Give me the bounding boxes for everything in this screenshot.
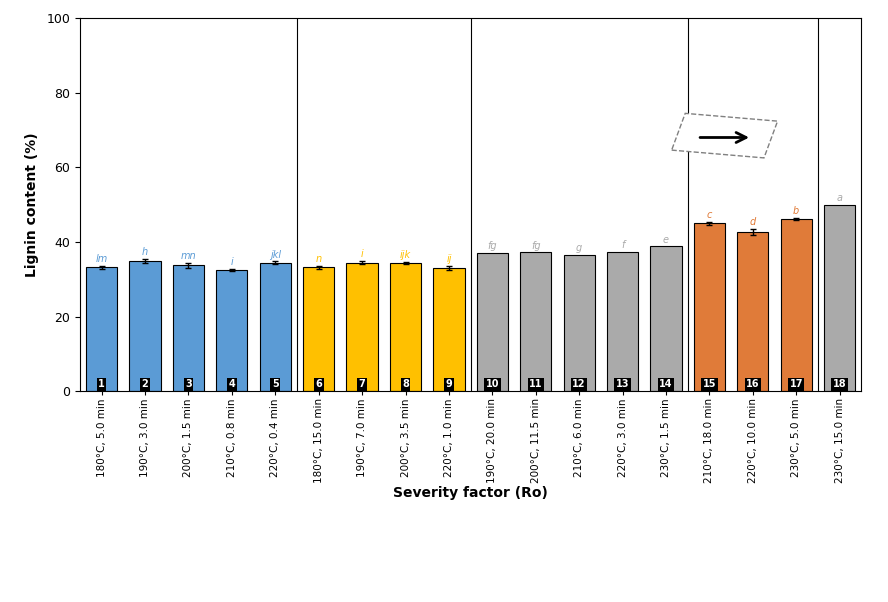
Bar bbox=[781, 219, 812, 391]
Text: a: a bbox=[836, 193, 843, 203]
Text: mn: mn bbox=[180, 250, 196, 261]
Text: 1: 1 bbox=[99, 379, 105, 389]
Text: 8: 8 bbox=[402, 379, 409, 389]
Text: n: n bbox=[315, 253, 321, 264]
Y-axis label: Lignin content (%): Lignin content (%) bbox=[26, 132, 39, 277]
Bar bbox=[607, 252, 638, 391]
Text: 17: 17 bbox=[789, 379, 803, 389]
Text: 10: 10 bbox=[486, 379, 499, 389]
Bar bbox=[346, 262, 377, 391]
Text: f: f bbox=[621, 240, 624, 250]
Text: i: i bbox=[231, 257, 234, 267]
Text: i: i bbox=[361, 249, 363, 259]
Bar bbox=[130, 261, 161, 391]
Text: fg: fg bbox=[531, 241, 541, 250]
Text: 11: 11 bbox=[529, 379, 543, 389]
Text: h: h bbox=[142, 247, 148, 257]
Text: d: d bbox=[749, 217, 756, 227]
Text: ij: ij bbox=[446, 255, 452, 264]
Text: 18: 18 bbox=[833, 379, 846, 389]
Text: e: e bbox=[663, 235, 669, 244]
Text: 5: 5 bbox=[272, 379, 279, 389]
Bar bbox=[824, 205, 855, 391]
Bar bbox=[259, 262, 291, 391]
Text: 4: 4 bbox=[228, 379, 235, 389]
Text: b: b bbox=[793, 206, 799, 216]
Bar bbox=[390, 263, 421, 391]
Bar bbox=[477, 253, 508, 391]
Bar bbox=[694, 223, 725, 391]
Bar bbox=[86, 267, 117, 391]
Text: 7: 7 bbox=[359, 379, 366, 389]
Bar bbox=[564, 255, 595, 391]
Text: 16: 16 bbox=[746, 379, 759, 389]
Text: ijk: ijk bbox=[400, 250, 411, 260]
Text: 9: 9 bbox=[446, 379, 452, 389]
Bar bbox=[173, 265, 204, 391]
Text: fg: fg bbox=[488, 241, 497, 252]
Text: 13: 13 bbox=[616, 379, 630, 389]
Text: 15: 15 bbox=[702, 379, 716, 389]
Bar bbox=[650, 246, 682, 391]
Bar bbox=[303, 267, 334, 391]
Text: 14: 14 bbox=[659, 379, 673, 389]
Bar bbox=[433, 268, 464, 391]
Text: c: c bbox=[707, 210, 712, 220]
Text: g: g bbox=[576, 243, 583, 253]
Bar bbox=[520, 252, 551, 391]
Bar bbox=[217, 270, 248, 391]
Text: jkl: jkl bbox=[270, 250, 281, 259]
Bar bbox=[737, 232, 768, 391]
Text: 3: 3 bbox=[185, 379, 192, 389]
Polygon shape bbox=[671, 113, 778, 158]
Text: lm: lm bbox=[96, 255, 107, 264]
Text: 12: 12 bbox=[573, 379, 586, 389]
Text: 6: 6 bbox=[315, 379, 322, 389]
Text: 2: 2 bbox=[142, 379, 148, 389]
X-axis label: Severity factor (Ro): Severity factor (Ro) bbox=[393, 486, 548, 500]
